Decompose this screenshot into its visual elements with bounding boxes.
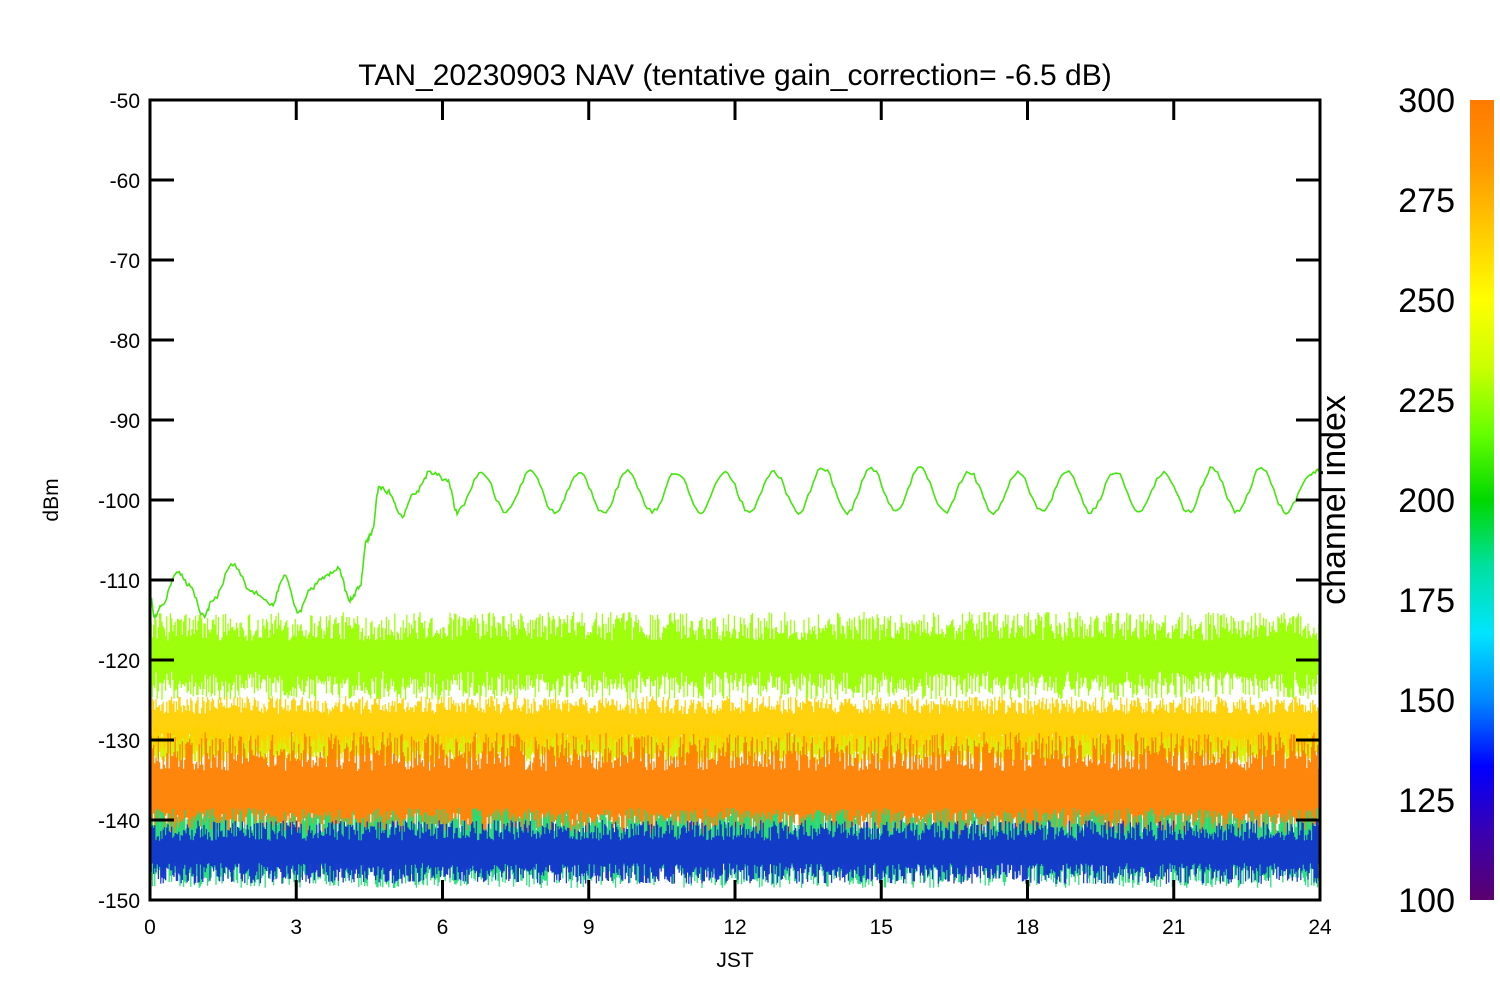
- noise-band-path: [150, 696, 1320, 752]
- noise-band-path: [150, 820, 1320, 884]
- noise-band-path: [150, 732, 1320, 852]
- y-tick-label: -50: [110, 90, 140, 113]
- axis-ticks: 0 3 6 9 12 15 18 21 24 -50 -60 -70 -80 -90 -100 -110 -12…: [98, 90, 1332, 939]
- colorbar-tick-label: 175: [1398, 582, 1455, 620]
- x-tick-label: 18: [1016, 916, 1039, 939]
- x-tick-label: 21: [1162, 916, 1185, 939]
- y-tick-label: -100: [98, 490, 140, 513]
- x-tick-label: 15: [870, 916, 893, 939]
- y-tick-label: -80: [110, 330, 140, 353]
- x-tick-label: 3: [290, 916, 302, 939]
- noise-band-ch280: [150, 696, 1320, 752]
- y-tick-label: -70: [110, 250, 140, 273]
- noise-band-ch295: [150, 732, 1320, 852]
- x-tick-label: 0: [144, 916, 156, 939]
- colorbar-tick-label: 100: [1398, 882, 1455, 920]
- noise-bands: [150, 612, 1320, 888]
- colorbar-ticks: 100 125 150 175 200 225 250 275 300: [1398, 82, 1455, 920]
- y-tick-label: -150: [98, 890, 140, 913]
- colorbar-title: channel index: [1315, 395, 1353, 605]
- x-tick-label: 12: [723, 916, 746, 939]
- colorbar-tick-label: 125: [1398, 782, 1455, 820]
- y-axis-title: dBm: [40, 478, 63, 521]
- colorbar-tick-label: 250: [1398, 282, 1455, 320]
- colorbar-tick-label: 150: [1398, 682, 1455, 720]
- noise-band-ch150: [150, 820, 1320, 884]
- noise-band-ch260: [150, 612, 1320, 700]
- y-tick-label: -110: [100, 570, 140, 593]
- x-tick-label: 9: [583, 916, 595, 939]
- y-tick-label: -60: [110, 170, 140, 193]
- colorbar-tick-label: 200: [1398, 482, 1455, 520]
- x-tick-label: 24: [1308, 916, 1332, 939]
- colorbar-gradient: [1470, 100, 1494, 900]
- colorbar-tick-label: 275: [1398, 182, 1455, 220]
- y-tick-label: -130: [98, 730, 140, 753]
- noise-band-path: [150, 612, 1320, 700]
- series-layer: [150, 465, 1320, 620]
- x-tick-label: 6: [437, 916, 449, 939]
- colorbar: 100 125 150 175 200 225 250 275 300 channel inde…: [1315, 82, 1494, 920]
- colorbar-tick-label: 300: [1398, 82, 1455, 120]
- y-tick-label: -90: [110, 410, 140, 433]
- y-tick-label: -120: [98, 650, 140, 673]
- series-line-ch245: [150, 465, 1320, 620]
- colorbar-tick-label: 225: [1398, 382, 1455, 420]
- y-tick-label: -140: [98, 810, 140, 833]
- x-axis-title: JST: [716, 949, 754, 972]
- chart-title: TAN_20230903 NAV (tentative gain_correct…: [358, 59, 1112, 92]
